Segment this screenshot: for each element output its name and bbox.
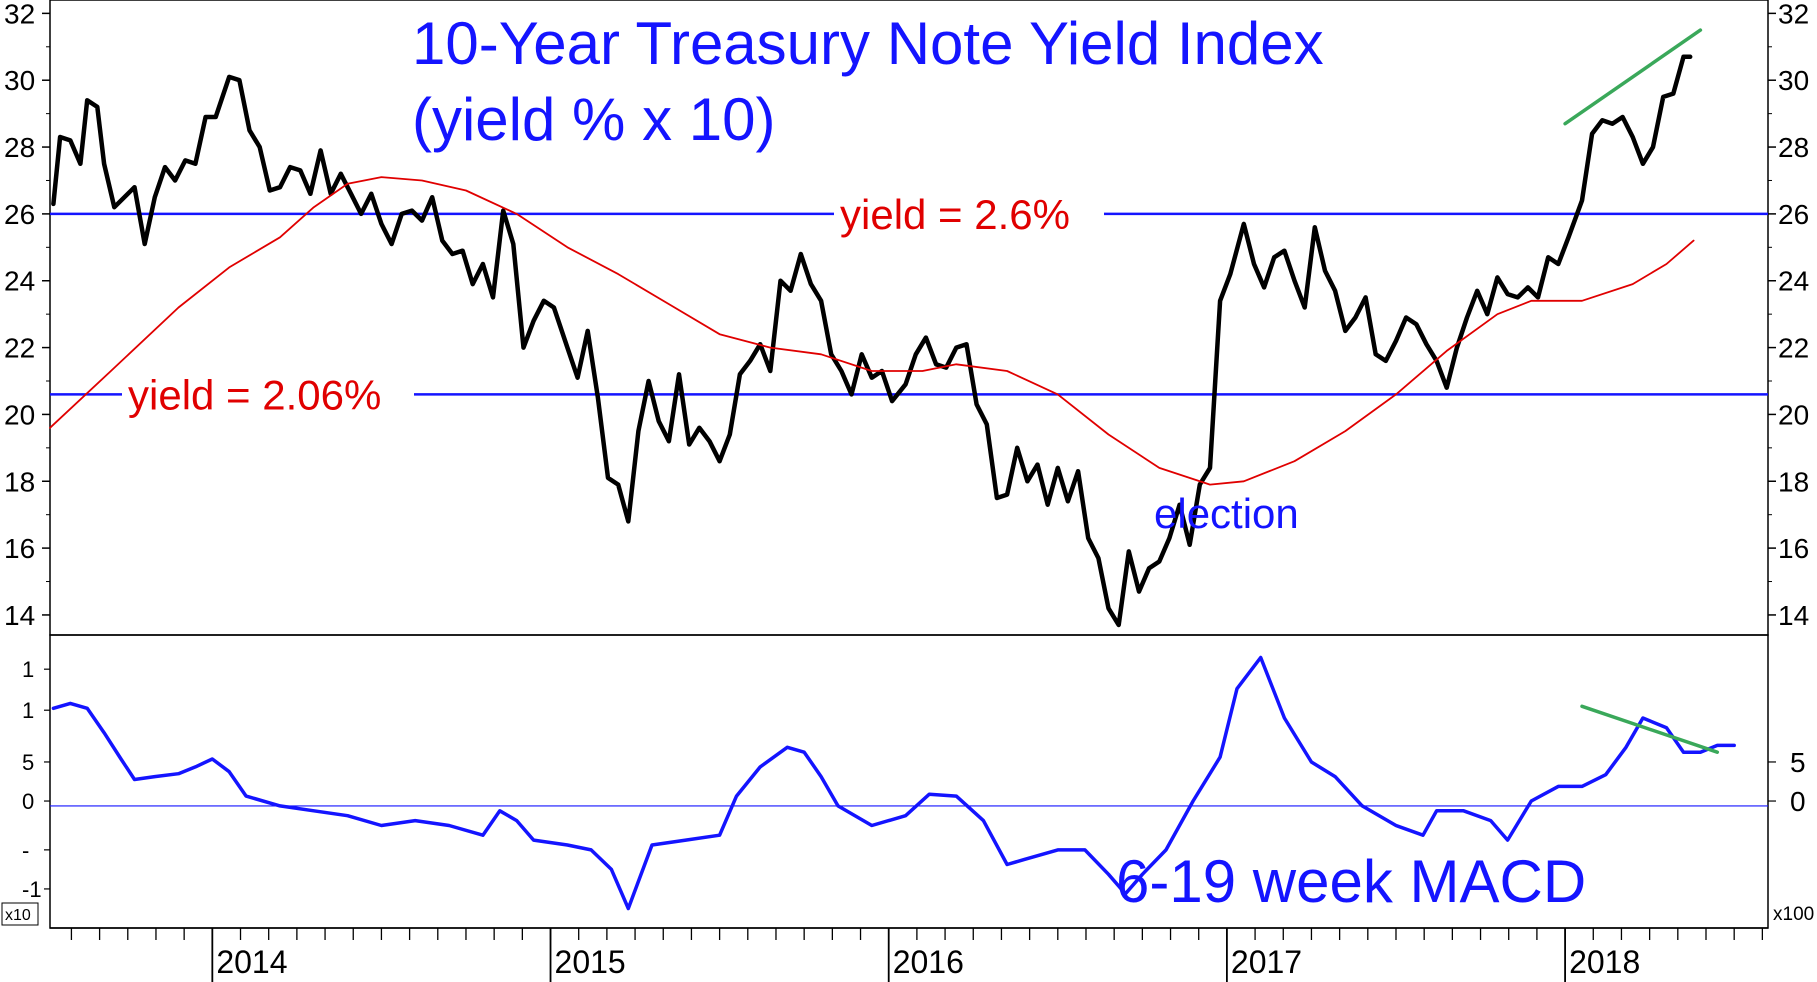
price-trendline bbox=[1563, 28, 1703, 126]
xtick-label: 2015 bbox=[555, 944, 626, 980]
hline-label-1: yield = 2.06% bbox=[128, 371, 381, 418]
ytick-label-right: 24 bbox=[1778, 266, 1809, 297]
ytick-label-left: 20 bbox=[4, 399, 35, 430]
macd-ytick-label-right: 0 bbox=[1790, 786, 1806, 817]
chart-title: 10-Year Treasury Note Yield Index bbox=[412, 10, 1324, 77]
xtick-label: 2016 bbox=[893, 944, 964, 980]
yield-series-line bbox=[51, 54, 1693, 628]
price-panel-frame bbox=[49, 0, 1769, 636]
hline-label-bg-0 bbox=[834, 191, 1104, 236]
macd-ytick-label-left: 1 bbox=[22, 698, 34, 723]
moving-average-line bbox=[49, 176, 1695, 486]
ytick-label-right: 18 bbox=[1778, 466, 1809, 497]
ytick-label-right: 28 bbox=[1778, 132, 1809, 163]
ytick-label-left: 22 bbox=[4, 333, 35, 364]
ytick-label-left: 32 bbox=[4, 0, 35, 29]
macd-ytick-label-left: 1 bbox=[22, 657, 34, 682]
macd-trendline bbox=[1580, 704, 1720, 754]
hline-label-0: yield = 2.6% bbox=[840, 191, 1070, 238]
xtick-label: 2018 bbox=[1569, 944, 1640, 980]
ytick-label-left: 16 bbox=[4, 533, 35, 564]
ytick-label-right: 32 bbox=[1778, 0, 1809, 29]
chart-subtitle: (yield % x 10) bbox=[412, 86, 775, 153]
election-annotation: election bbox=[1154, 490, 1299, 537]
ytick-label-right: 16 bbox=[1778, 533, 1809, 564]
ytick-label-left: 26 bbox=[4, 199, 35, 230]
ytick-label-left: 24 bbox=[4, 266, 35, 297]
xtick-label: 2014 bbox=[216, 944, 287, 980]
ytick-label-left: 18 bbox=[4, 466, 35, 497]
x10-left-marker: x10 bbox=[5, 907, 31, 924]
macd-ytick-label-left: -1 bbox=[22, 877, 42, 902]
macd-series-line bbox=[51, 655, 1736, 911]
macd-title: 6-19 week MACD bbox=[1116, 848, 1586, 915]
ytick-label-left: 30 bbox=[4, 65, 35, 96]
ytick-label-left: 14 bbox=[4, 600, 35, 631]
ytick-label-right: 30 bbox=[1778, 65, 1809, 96]
ytick-label-left: 28 bbox=[4, 132, 35, 163]
hline-label-bg-1 bbox=[122, 372, 414, 417]
x100-right-marker: x100 bbox=[1773, 904, 1814, 925]
ytick-label-right: 22 bbox=[1778, 333, 1809, 364]
macd-ytick-label-left: 0 bbox=[22, 789, 34, 814]
macd-ytick-label-left: - bbox=[22, 838, 29, 863]
macd-ytick-label-right: 5 bbox=[1790, 747, 1806, 778]
ytick-label-right: 20 bbox=[1778, 399, 1809, 430]
ytick-label-right: 26 bbox=[1778, 199, 1809, 230]
xtick-label: 2017 bbox=[1231, 944, 1302, 980]
ytick-label-right: 14 bbox=[1778, 600, 1809, 631]
macd-ytick-label-left: 5 bbox=[22, 750, 34, 775]
